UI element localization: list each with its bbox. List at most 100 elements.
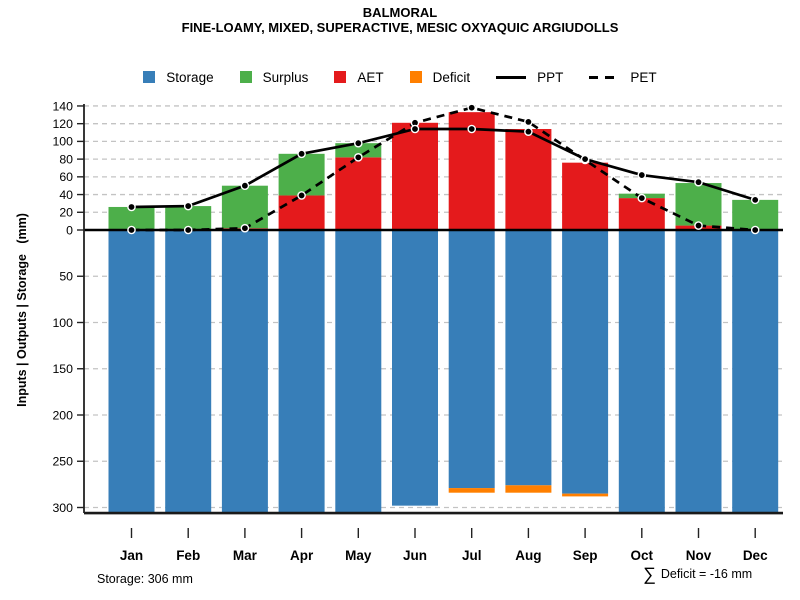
deficit-bar [505, 485, 552, 493]
y-tick-label: 0 [66, 223, 73, 237]
month-label: Jul [462, 548, 482, 563]
storage-bar [108, 230, 155, 514]
line-markers [127, 103, 760, 235]
ppt-point [467, 124, 477, 134]
storage-bar [675, 230, 722, 514]
surplus-swatch-icon [239, 71, 252, 83]
legend-label: Deficit [432, 69, 471, 85]
surplus-bar [165, 206, 212, 230]
surplus-bar [335, 143, 382, 158]
legend-label: Surplus [262, 69, 309, 85]
lines [131, 106, 756, 232]
month-label: Dec [743, 548, 768, 563]
month-label: Apr [290, 548, 314, 563]
legend-label: PPT [537, 69, 564, 85]
month-label: Oct [631, 548, 654, 563]
dashed-line-icon [589, 75, 620, 79]
deficit-bar [448, 488, 495, 493]
pet-point [524, 117, 533, 127]
aet-bar [392, 122, 438, 230]
summation-icon: ∑ [643, 564, 656, 584]
month-label: Jan [120, 548, 143, 563]
ppt-point [637, 170, 647, 180]
pet-point [240, 223, 250, 233]
ppt-point [127, 202, 136, 212]
pet-point [637, 193, 647, 203]
aet-swatch-icon [334, 71, 347, 83]
surplus-bar [108, 206, 155, 230]
aet-bar [618, 198, 665, 230]
storage-swatch-icon [143, 71, 156, 83]
chart-subtitle: FINE-LOAMY, MIXED, SUPERACTIVE, MESIC OX… [181, 20, 619, 35]
month-label: Feb [176, 548, 200, 563]
deficit-sum-note: ∑ Deficit = -16 mm [643, 564, 752, 585]
aet-bar [335, 157, 382, 230]
month-label: Sep [573, 548, 598, 563]
surplus-bar [278, 153, 325, 196]
legend-item-surplus: Surplus [239, 69, 309, 85]
y-axis-label: Inputs | Outputs | Storage (mm) [15, 213, 29, 407]
storage-bar [618, 230, 665, 514]
month-label: Jun [403, 548, 427, 563]
y-tick-label: 20 [59, 206, 73, 220]
deficit-bar [562, 493, 609, 497]
pet-point [467, 103, 477, 113]
legend-item-storage: Storage [143, 69, 214, 85]
month-label: Aug [515, 548, 541, 563]
legend-item-ppt: PPT [496, 70, 563, 85]
aet-bar [562, 162, 609, 230]
pet-point [694, 221, 703, 230]
ppt-point [524, 127, 533, 136]
month-label: May [345, 548, 372, 563]
pet-point [353, 153, 363, 162]
y-tick-label: 250 [52, 455, 73, 469]
ppt-line [131, 127, 756, 209]
y-tick-label: 80 [59, 152, 73, 166]
chart-titles: BALMORAL FINE-LOAMY, MIXED, SUPERACTIVE,… [0, 5, 800, 35]
aet-bar [278, 195, 325, 230]
ppt-point [353, 138, 363, 148]
pet-point [297, 191, 306, 200]
y-tick-label: 150 [52, 362, 73, 376]
storage-bar [448, 230, 495, 489]
y-tick-label: 300 [52, 501, 73, 515]
y-tick-label: 50 [59, 270, 73, 284]
storage-bar [221, 230, 268, 514]
page-title: BALMORAL [362, 5, 438, 20]
storage-capacity-note: Storage: 306 mm [97, 572, 193, 586]
storage-bar [278, 230, 325, 514]
y-tick-label: 40 [59, 188, 73, 202]
legend-label: Storage [166, 69, 214, 85]
aet-bar [505, 128, 552, 230]
storage-bar [165, 230, 212, 514]
legend-label: PET [630, 69, 657, 85]
y-ticks: 0 20 40 60 80 100 120 140 50 100 150 200 250 300 [52, 99, 84, 515]
deficit-sum-text: Deficit = -16 mm [660, 567, 753, 581]
pet-line [131, 106, 756, 232]
x-ticks: Jan Feb Mar Apr May Jun Jul Aug Sep Oct Nov Dec [120, 528, 768, 563]
axes [83, 103, 783, 515]
storage-bar [562, 230, 609, 494]
ppt-point [240, 181, 250, 190]
ppt-point [580, 154, 590, 164]
pet-point [183, 225, 193, 235]
legend-item-deficit: Deficit [409, 69, 471, 85]
pet-point [750, 225, 760, 235]
surplus-bar [732, 199, 779, 230]
deficit-swatch-icon [409, 71, 422, 83]
y-tick-label: 100 [52, 316, 73, 330]
legend-item-aet: AET [334, 70, 384, 85]
month-label: Nov [686, 548, 712, 563]
y-tick-label: 140 [52, 99, 73, 113]
storage-bar [732, 230, 779, 514]
month-label: Mar [233, 548, 258, 563]
chart-legend: Storage Surplus AET Deficit PPT PET [0, 66, 800, 88]
ppt-point [183, 201, 193, 211]
y-tick-label: 120 [52, 117, 73, 131]
y-tick-label: 100 [52, 135, 73, 149]
solid-line-icon [496, 75, 527, 79]
bars [108, 112, 779, 514]
surplus-bar [675, 183, 722, 226]
